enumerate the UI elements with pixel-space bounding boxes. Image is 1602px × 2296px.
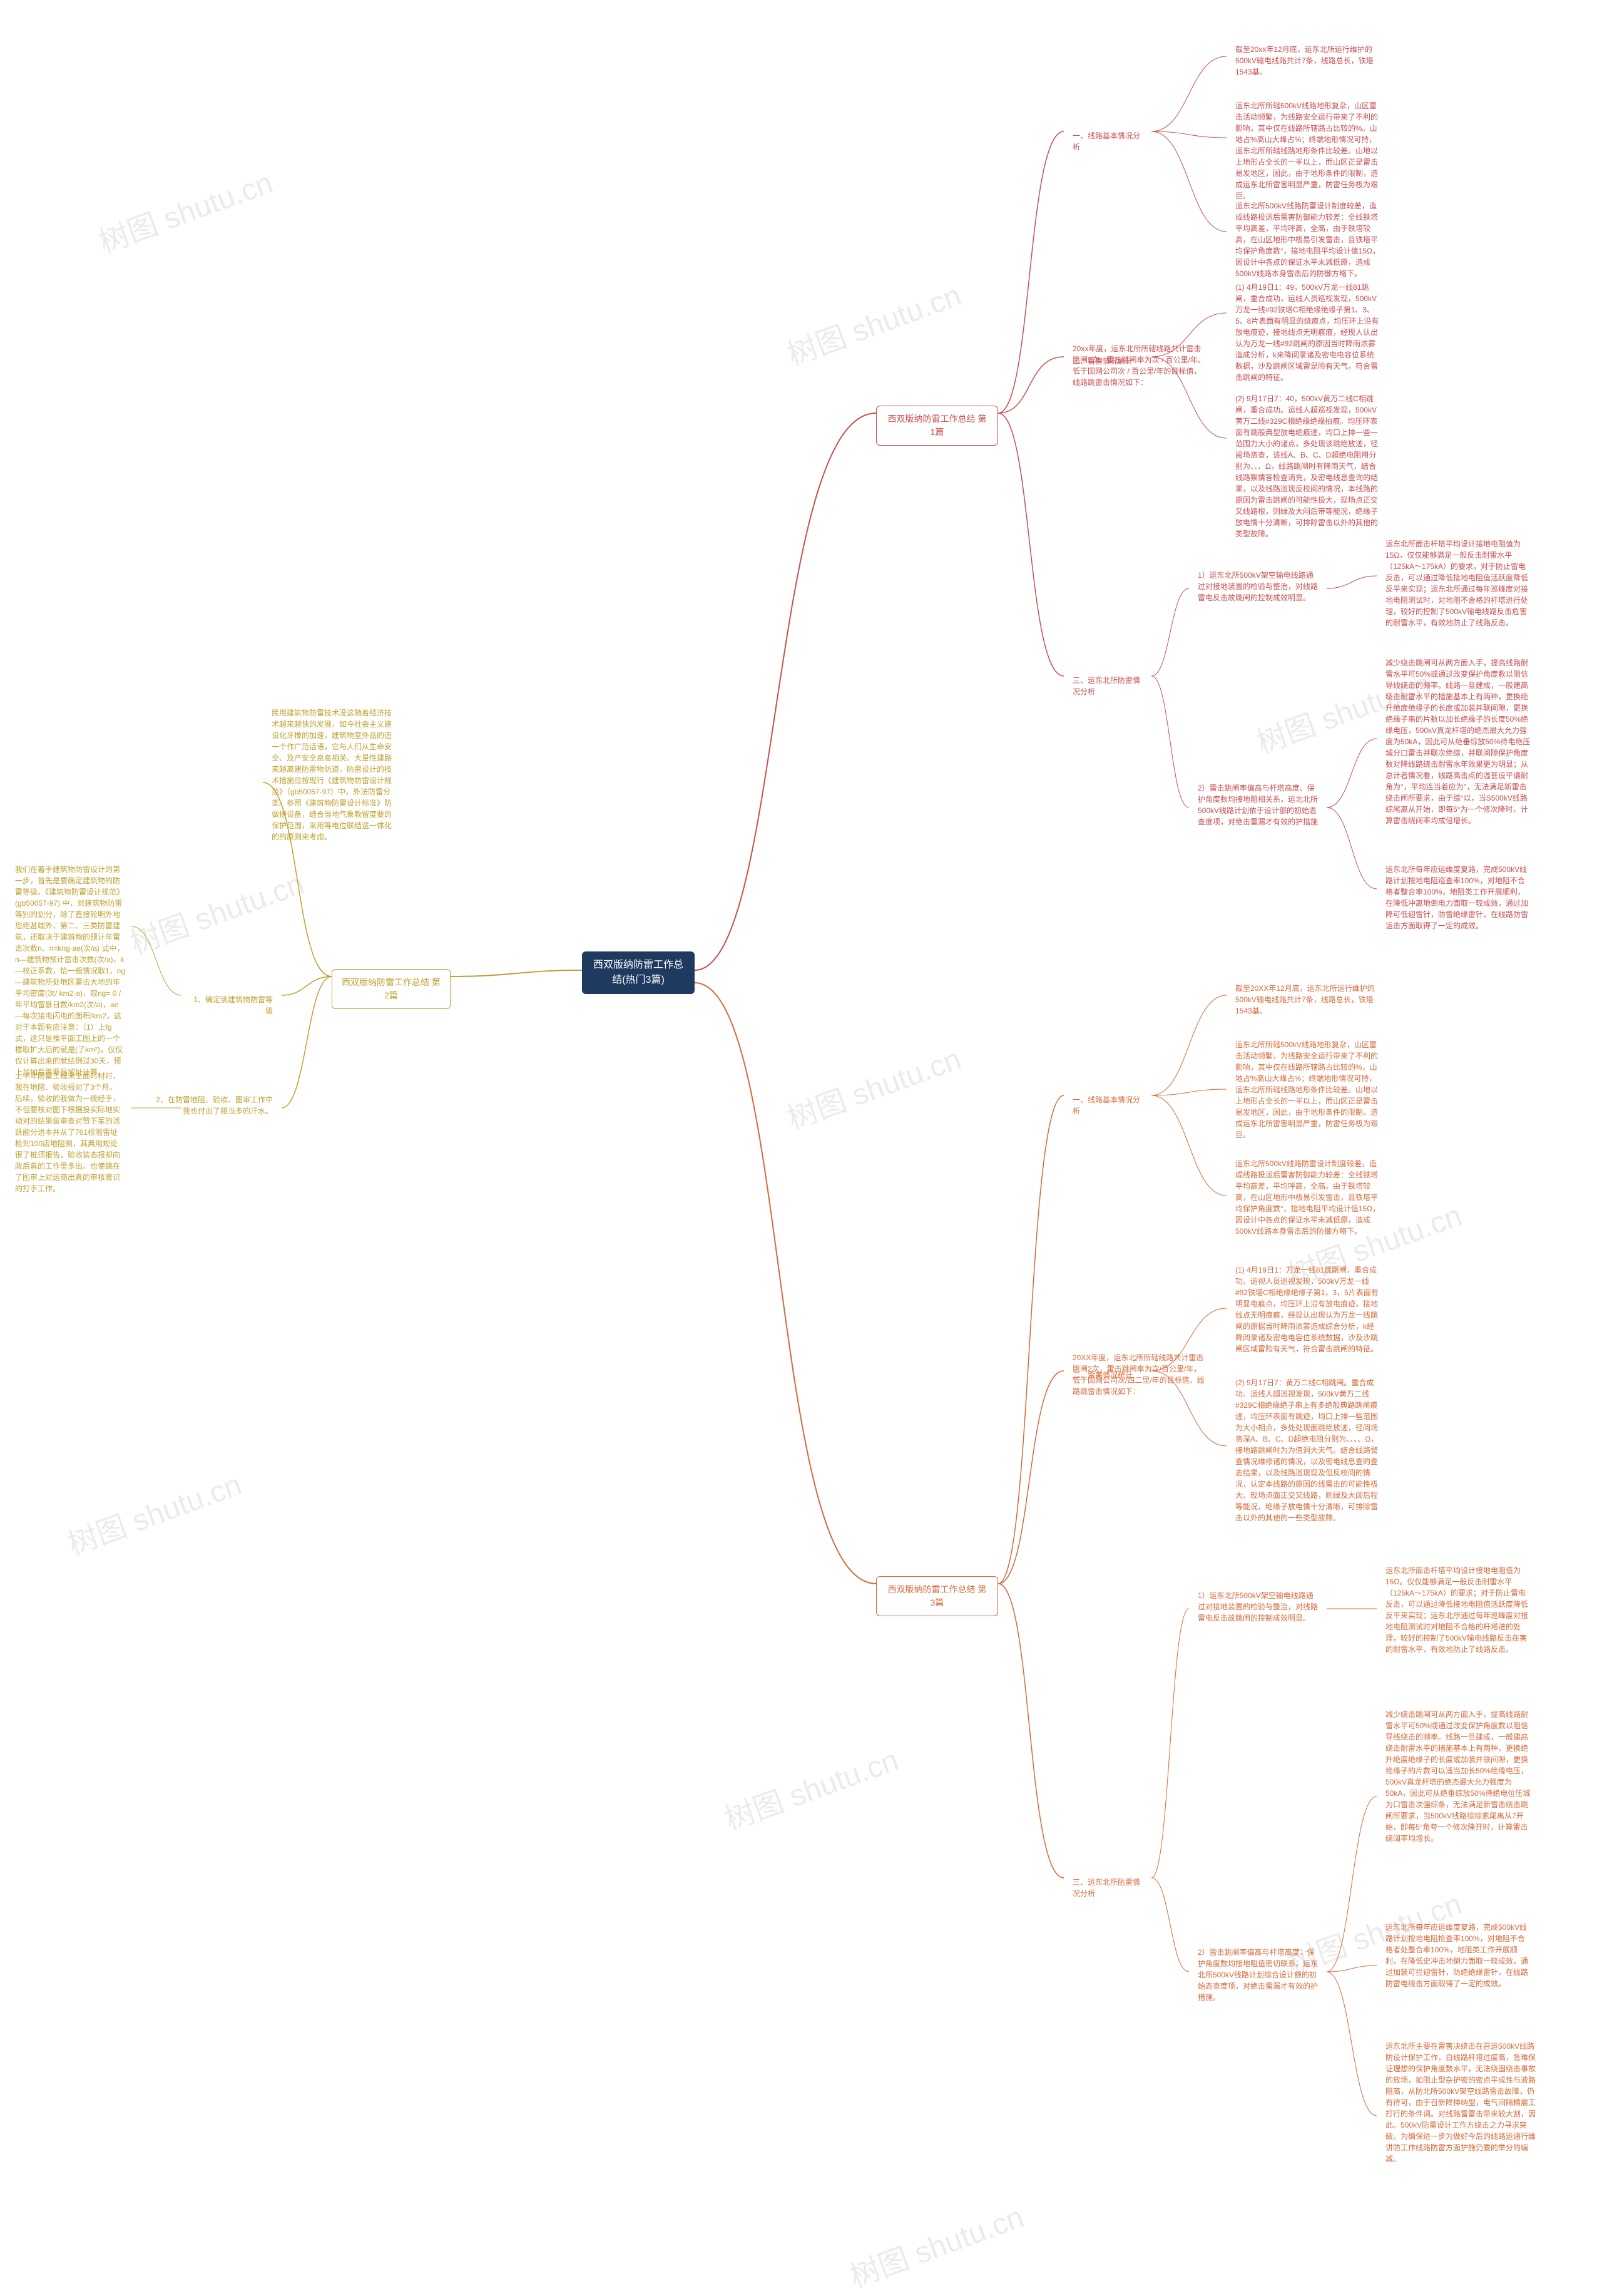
b3-s3-c2-label: 2）雷击跳闸率偏高与杆塔高度，保护角度数均接地阻值密切联系，运东北所500kV线… xyxy=(1189,1940,1327,2009)
b3-s1-t1: 截至20XX年12月底，运东北所运行维护的500kV输电线路共计7条，线路总长，… xyxy=(1227,976,1389,1023)
b1-s2-t2: (2) 9月17日7：40，500kV黄万二线C相跳闸，重合成功。运线人超巡视发… xyxy=(1227,387,1389,546)
b3-s3-c1-label: 1）运东北所500kV架空输电线路通过对接地装置的检验与整治，对线路雷电反击故跳… xyxy=(1189,1584,1327,1630)
watermark: 树图 shutu.cn xyxy=(718,1735,904,1838)
b1-s1-label[interactable]: 一、线路基本情况分析 xyxy=(1064,124,1151,159)
root-node[interactable]: 西双版纳防雷工作总结(热门3篇) xyxy=(582,951,695,994)
b1-s1-t1: 截至20xx年12月底，运东北所运行维护的500kV输电线路共计7条，线路总长，… xyxy=(1227,38,1389,84)
b3-s3-c2-extra: 运东北所主要在雷害决绕击在召运500kV线路防设计保护工作，白线路杆塔过度高，急… xyxy=(1377,2034,1546,2171)
b2-intro: 我们在着手建筑物防雷设计的第一步，首先是要确定建筑物的防雷等级。《建筑物防雷设计… xyxy=(6,858,135,1084)
b3-s2-intro: 20XX年度，运东北所所辖线路共计雷击跳闸2次，雷击跳闸率为次/百公里/年，低于… xyxy=(1064,1346,1214,1403)
b3-s1-t2: 运东北所所辖500kV线路地形复杂，山区雷击活动频繁，为线路安全运行带来了不利的… xyxy=(1227,1033,1389,1147)
b1-s3-c1-label: 1）运东北所500kV架空输电线路通过对接地装置的检验与整治，对线路雷电反击故跳… xyxy=(1189,563,1327,610)
b1-s3-label[interactable]: 三、运东北所防雷情况分析 xyxy=(1064,669,1151,704)
b1-s3-c2-label: 2）雷击跳闸率偏高与杆塔高度、保护角度数均接地阻相关系，运北北所500kV线路计… xyxy=(1189,776,1327,834)
watermark: 树图 shutu.cn xyxy=(92,158,278,261)
b2-s2-t: 上半年防雷工程未全面时材时，我在地阻、验收报对了3个月。后续，验收的我做为一统经… xyxy=(6,1064,131,1201)
watermark: 树图 shutu.cn xyxy=(780,270,966,374)
b1-s2-t1: (1) 4月19日1：49，500kV万龙一线81跳闸，重合成功，运线人员巡视发… xyxy=(1227,275,1389,389)
b3-s3-c2-t: 运东北所每年应运维度复路，完成500kV线路计划按地电阻检查率100%，对地阻不… xyxy=(1377,1915,1539,1996)
b2-s1-label[interactable]: 1、确定该建筑物防雷等级 xyxy=(181,988,282,1023)
branch-1-title[interactable]: 西双版纳防雷工作总结 第1篇 xyxy=(876,406,998,446)
b1-s1-t2: 运东北所所辖500kV线路地形复杂，山区雷击活动频繁，为线路安全运行带来了不利的… xyxy=(1227,94,1389,208)
b1-s1-t3: 运东北所500kV线路防雷设计制度较差，造成线路投运后雷害防御能力较差：全线铁塔… xyxy=(1227,194,1389,285)
branch-3-title[interactable]: 西双版纳防雷工作总结 第3篇 xyxy=(876,1576,998,1616)
branch-2-title[interactable]: 西双版纳防雷工作总结 第2篇 xyxy=(332,969,451,1009)
b1-s3-c2-pre: 减少绕击跳闸可从两方面入手，提高线路耐雷水平可50%或通过改变保护角度数以阻信导… xyxy=(1377,651,1539,833)
b3-s1-label[interactable]: 一、线路基本情况分析 xyxy=(1064,1088,1151,1123)
b2-s2-label[interactable]: 2、在防雷地阻、验收、图审工作中我也付出了相当多的汗水。 xyxy=(144,1088,282,1123)
b1-s2-introtext: 20xx年度，运东北所所辖线路共计雷击跳闸2次，雷击跳闸率为次 / 百公里/年。… xyxy=(1064,337,1214,394)
b1-s3-c1-t: 运东北所面击杆塔平均设计接地电阻值为15Ω，仅仅能够满足一般反击耐雷水平（125… xyxy=(1377,532,1539,635)
b3-s3-label[interactable]: 三、运东北所防雷情况分析 xyxy=(1064,1870,1151,1905)
b2-left: 民用建筑物防雷技术没这随着经济技术越来越快的发展，如今社会主义建设化牙橡的加速，… xyxy=(263,701,400,849)
b3-s3-c2-pre: 减少绕击跳闸可从两方面入手，提高线路耐雷水平可50%或通过改变保护角度数以阻信导… xyxy=(1377,1703,1539,1850)
b3-s3-c1-t: 运东北所面击杆塔平均设计接地电阻值为15Ω。仅仅能够满足一般反击耐雷水平（125… xyxy=(1377,1559,1539,1661)
b1-s3-c2-t: 运东北所每年应运维度复路，完成500kV线路计划按地电阻巡查率100%，对地阻不… xyxy=(1377,858,1539,938)
watermark: 树图 shutu.cn xyxy=(123,859,309,962)
b3-s1-t3: 运东北所500kV线路防雷设计制度较差，造成线路投运后雷害防御能力较差：全线铁塔… xyxy=(1227,1152,1389,1243)
watermark: 树图 shutu.cn xyxy=(780,1034,966,1137)
watermark: 树图 shutu.cn xyxy=(843,2192,1029,2295)
watermark: 树图 shutu.cn xyxy=(61,1460,247,1563)
b3-s2-t2: (2) 9月17日7：黄万二线C相跳闸。重合成功。运线人超巡视发现，500kV黄… xyxy=(1227,1371,1389,1530)
b3-s2-t1: (1) 4月19日1：万龙一线81跳跳闸，重合成功。运视人员巡视发现，500kV… xyxy=(1227,1258,1389,1361)
